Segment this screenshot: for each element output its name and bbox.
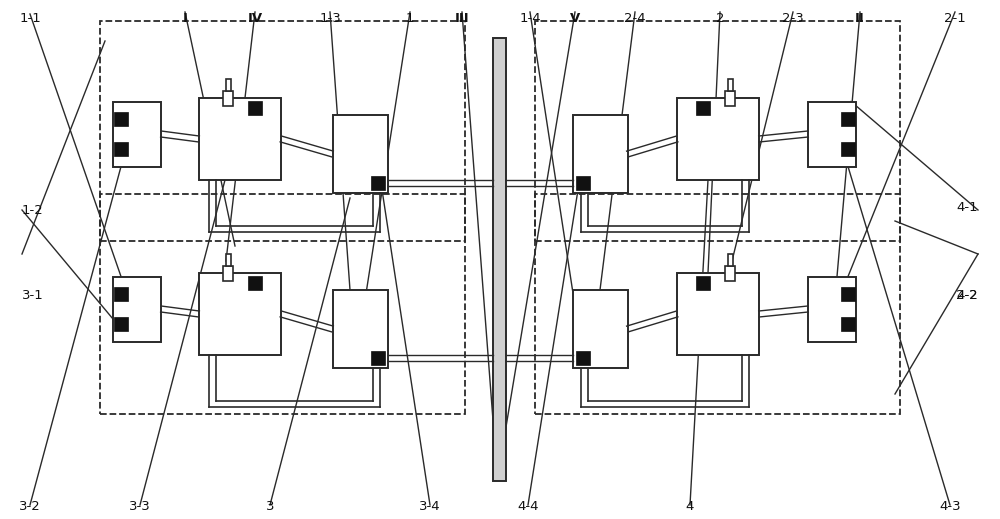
Text: 1: 1 [406,11,414,25]
Bar [114,317,128,331]
Bar [696,276,710,290]
Bar [576,351,590,365]
Text: 1-2: 1-2 [22,203,44,217]
Text: 2-2: 2-2 [956,289,978,303]
Text: 4-2: 4-2 [956,289,978,303]
Bar [841,112,855,126]
Bar [808,102,856,167]
Text: 3-4: 3-4 [419,499,441,513]
Bar [248,101,262,115]
Text: II: II [855,11,865,25]
Text: 1-4: 1-4 [519,11,541,25]
Text: 3-1: 3-1 [22,289,44,303]
Text: 2-1: 2-1 [944,11,966,25]
Bar [100,194,465,414]
Text: 2-3: 2-3 [782,11,804,25]
Bar [199,98,281,180]
Bar [492,38,506,481]
Bar [841,142,855,156]
Bar [114,287,128,301]
Bar [841,287,855,301]
Bar [114,142,128,156]
Text: 2-4: 2-4 [624,11,646,25]
Bar [223,90,233,105]
Bar [226,78,230,90]
Bar [114,112,128,126]
Bar [113,102,161,167]
Bar [677,98,759,180]
Text: I: I [183,11,187,25]
Bar [808,277,856,342]
Bar [677,273,759,355]
Bar [199,273,281,355]
Bar [535,21,900,241]
Bar [370,176,384,190]
Bar [100,21,465,241]
Text: 4-1: 4-1 [956,201,978,214]
Bar [535,194,900,414]
Bar [332,115,388,193]
Bar [572,290,628,368]
Text: 4-4: 4-4 [517,499,539,513]
Text: 2: 2 [716,11,724,25]
Bar [576,176,590,190]
Bar [332,290,388,368]
Bar [223,266,233,280]
Text: 1-1: 1-1 [19,11,41,25]
Text: V: V [570,11,580,25]
Bar [725,90,735,105]
Text: IV: IV [247,11,263,25]
Text: III: III [455,11,469,25]
Text: 3: 3 [266,499,274,513]
Bar [725,266,735,280]
Text: 1-3: 1-3 [319,11,341,25]
Bar [572,115,628,193]
Bar [728,253,732,266]
Text: 3-2: 3-2 [19,499,41,513]
Text: 4-3: 4-3 [939,499,961,513]
Bar [728,78,732,90]
Text: 4: 4 [686,499,694,513]
Bar [248,276,262,290]
Bar [370,351,384,365]
Bar [226,253,230,266]
Bar [113,277,161,342]
Bar [841,317,855,331]
Bar [696,101,710,115]
Text: 3-3: 3-3 [129,499,151,513]
